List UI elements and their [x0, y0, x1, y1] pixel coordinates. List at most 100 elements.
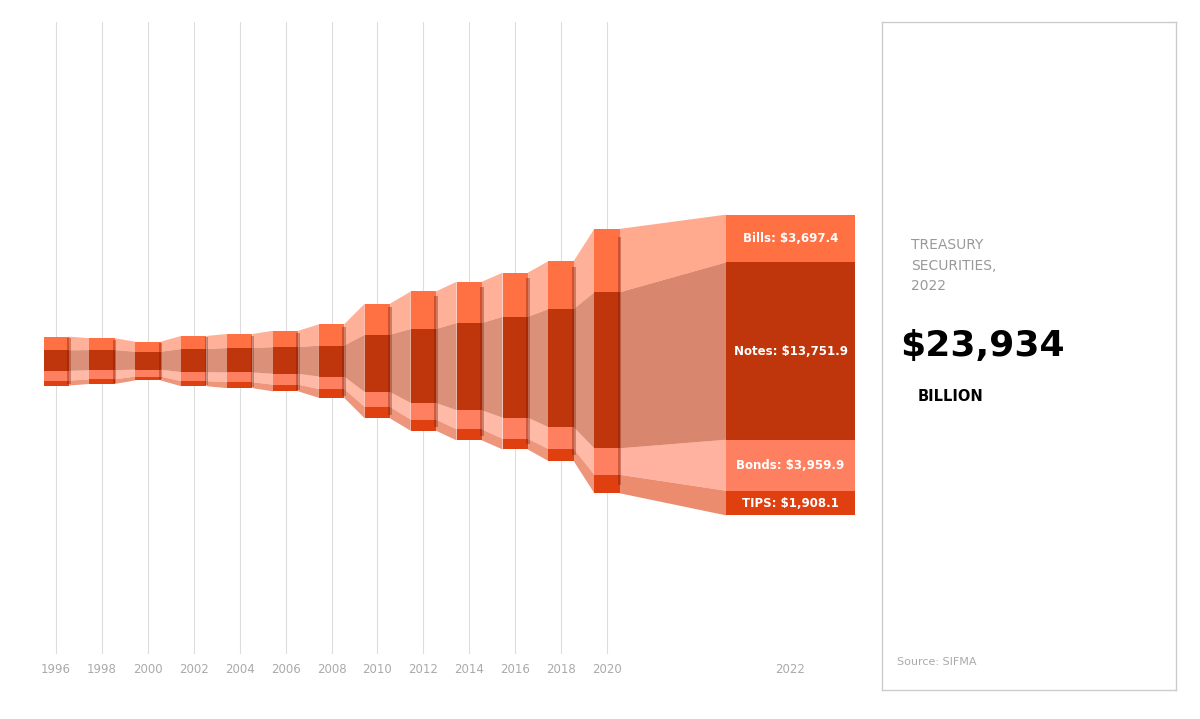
- Bar: [319, 377, 344, 389]
- Polygon shape: [436, 420, 457, 440]
- Bar: [503, 418, 528, 439]
- Polygon shape: [252, 347, 274, 374]
- Polygon shape: [299, 346, 319, 377]
- Bar: [594, 229, 619, 293]
- Bar: [342, 326, 346, 395]
- Bar: [594, 449, 619, 475]
- Bar: [43, 350, 68, 371]
- Bar: [274, 347, 299, 374]
- Polygon shape: [115, 338, 136, 352]
- Polygon shape: [436, 403, 457, 429]
- Bar: [319, 346, 344, 377]
- Bar: [503, 273, 528, 317]
- Text: Notes: $13,751.9: Notes: $13,751.9: [733, 344, 847, 357]
- Polygon shape: [574, 229, 594, 309]
- Polygon shape: [68, 350, 90, 371]
- Text: BILLION: BILLION: [917, 388, 983, 403]
- Polygon shape: [161, 349, 181, 372]
- Bar: [113, 339, 116, 383]
- Bar: [726, 262, 854, 440]
- Polygon shape: [252, 383, 274, 391]
- Polygon shape: [252, 372, 274, 385]
- Polygon shape: [619, 475, 726, 516]
- Polygon shape: [68, 336, 90, 350]
- Bar: [227, 334, 252, 348]
- Bar: [181, 381, 206, 386]
- Text: Source: SIFMA: Source: SIFMA: [896, 657, 977, 667]
- Polygon shape: [619, 440, 726, 491]
- Polygon shape: [390, 329, 410, 403]
- Bar: [90, 370, 115, 380]
- Polygon shape: [161, 377, 181, 386]
- Polygon shape: [344, 334, 365, 392]
- Bar: [43, 336, 68, 350]
- Polygon shape: [482, 411, 503, 439]
- Bar: [726, 440, 854, 491]
- Bar: [90, 338, 115, 350]
- Polygon shape: [436, 323, 457, 411]
- Polygon shape: [436, 282, 457, 329]
- Bar: [43, 371, 68, 380]
- Bar: [181, 372, 206, 381]
- Bar: [618, 237, 622, 485]
- Bar: [457, 282, 482, 323]
- Polygon shape: [252, 331, 274, 348]
- Bar: [67, 338, 71, 384]
- Polygon shape: [528, 439, 548, 461]
- Bar: [136, 370, 161, 377]
- Polygon shape: [390, 291, 410, 334]
- Polygon shape: [299, 374, 319, 389]
- Text: $23,934: $23,934: [900, 329, 1064, 363]
- Bar: [274, 385, 299, 391]
- Bar: [274, 331, 299, 347]
- Bar: [274, 374, 299, 385]
- Bar: [158, 343, 162, 379]
- Bar: [594, 293, 619, 449]
- Bar: [319, 324, 344, 346]
- Polygon shape: [344, 377, 365, 407]
- Polygon shape: [115, 377, 136, 384]
- Bar: [365, 303, 390, 334]
- Bar: [205, 337, 209, 385]
- Polygon shape: [528, 418, 548, 449]
- Bar: [90, 350, 115, 370]
- Polygon shape: [161, 370, 181, 381]
- Bar: [136, 377, 161, 380]
- Bar: [251, 336, 254, 387]
- Bar: [503, 439, 528, 449]
- Bar: [181, 349, 206, 372]
- Bar: [457, 411, 482, 429]
- Bar: [548, 427, 574, 449]
- Polygon shape: [344, 389, 365, 418]
- Polygon shape: [68, 380, 90, 385]
- Text: Bills: $3,697.4: Bills: $3,697.4: [743, 232, 839, 245]
- Bar: [434, 296, 438, 426]
- Bar: [227, 383, 252, 388]
- Bar: [227, 348, 252, 372]
- Polygon shape: [619, 262, 726, 449]
- Polygon shape: [482, 273, 503, 323]
- Polygon shape: [574, 427, 594, 475]
- Bar: [726, 214, 854, 262]
- Bar: [319, 389, 344, 398]
- Polygon shape: [206, 334, 227, 349]
- Bar: [503, 317, 528, 418]
- Bar: [365, 334, 390, 392]
- Polygon shape: [528, 261, 548, 317]
- Polygon shape: [115, 370, 136, 380]
- Polygon shape: [482, 317, 503, 418]
- Polygon shape: [528, 309, 548, 427]
- Polygon shape: [299, 324, 319, 347]
- Polygon shape: [161, 336, 181, 352]
- Bar: [227, 372, 252, 383]
- Bar: [136, 342, 161, 352]
- Polygon shape: [115, 350, 136, 370]
- Polygon shape: [206, 372, 227, 383]
- Polygon shape: [482, 429, 503, 449]
- Bar: [457, 323, 482, 411]
- Polygon shape: [299, 385, 319, 398]
- Text: Bonds: $3,959.9: Bonds: $3,959.9: [737, 459, 845, 472]
- Text: TREASURY
SECURITIES,
2022: TREASURY SECURITIES, 2022: [912, 238, 997, 293]
- Bar: [526, 278, 529, 444]
- Polygon shape: [390, 407, 410, 431]
